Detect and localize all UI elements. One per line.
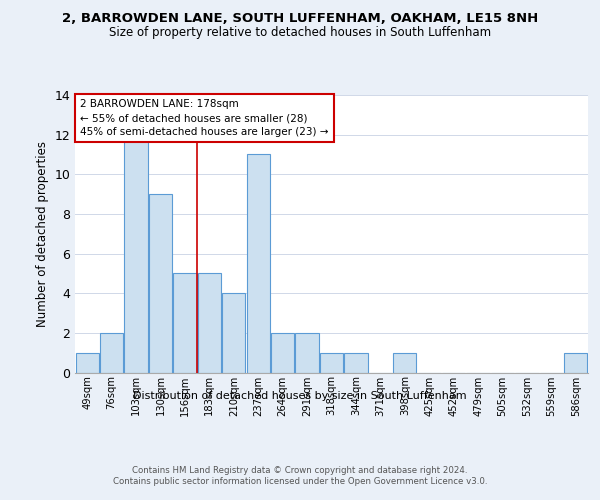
Y-axis label: Number of detached properties: Number of detached properties [36, 141, 49, 327]
Bar [149, 194, 172, 372]
Bar [295, 333, 319, 372]
Bar [344, 352, 368, 372]
Bar [100, 333, 123, 372]
Bar [271, 333, 294, 372]
Text: Size of property relative to detached houses in South Luffenham: Size of property relative to detached ho… [109, 26, 491, 39]
Bar [124, 134, 148, 372]
Bar [173, 274, 197, 372]
Bar [564, 352, 587, 372]
Bar [76, 352, 99, 372]
Text: 2 BARROWDEN LANE: 178sqm
← 55% of detached houses are smaller (28)
45% of semi-d: 2 BARROWDEN LANE: 178sqm ← 55% of detach… [80, 99, 329, 137]
Text: Contains public sector information licensed under the Open Government Licence v3: Contains public sector information licen… [113, 478, 487, 486]
Bar [198, 274, 221, 372]
Text: 2, BARROWDEN LANE, SOUTH LUFFENHAM, OAKHAM, LE15 8NH: 2, BARROWDEN LANE, SOUTH LUFFENHAM, OAKH… [62, 12, 538, 26]
Bar [320, 352, 343, 372]
Text: Distribution of detached houses by size in South Luffenham: Distribution of detached houses by size … [133, 391, 467, 401]
Text: Contains HM Land Registry data © Crown copyright and database right 2024.: Contains HM Land Registry data © Crown c… [132, 466, 468, 475]
Bar [247, 154, 270, 372]
Bar [393, 352, 416, 372]
Bar [222, 293, 245, 372]
